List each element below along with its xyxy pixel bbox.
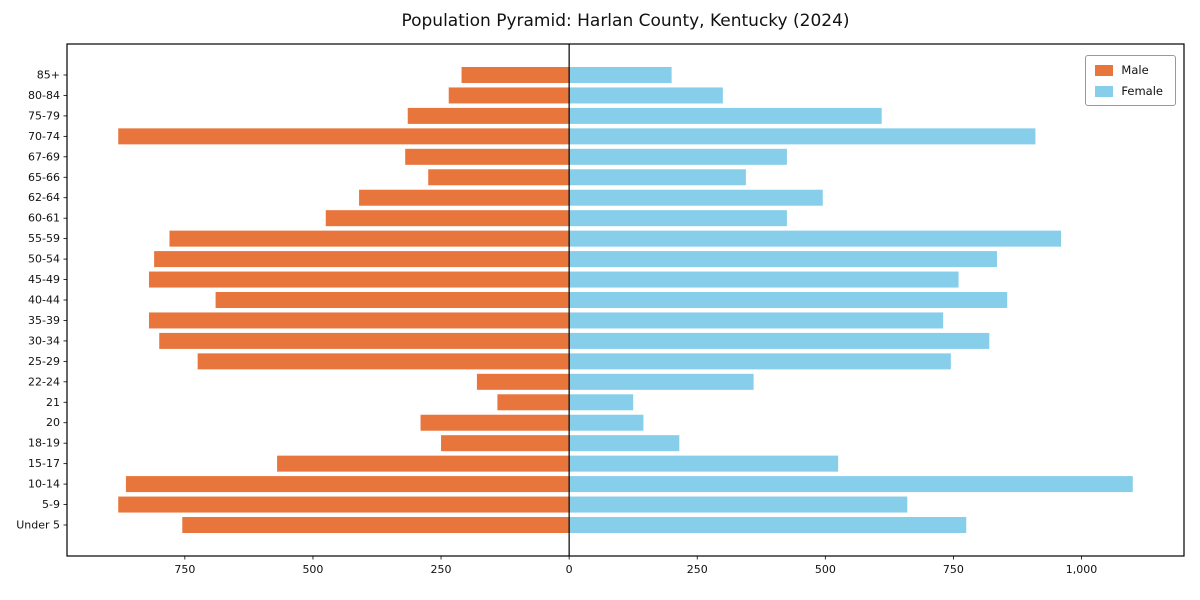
bar-male-30-34 bbox=[159, 332, 570, 349]
x-tick-label: 250 bbox=[687, 563, 708, 576]
y-tick-label: 30-34 bbox=[28, 334, 60, 347]
y-tick-label: 5-9 bbox=[42, 498, 60, 511]
chart-title: Population Pyramid: Harlan County, Kentu… bbox=[401, 11, 850, 31]
bar-male-55-59 bbox=[169, 230, 570, 247]
legend-item-female: Female bbox=[1095, 84, 1163, 98]
bar-female-80-84 bbox=[569, 87, 723, 104]
legend-label-female: Female bbox=[1121, 84, 1163, 98]
legend: Male Female bbox=[1085, 55, 1176, 106]
y-tick-label: 80-84 bbox=[28, 89, 60, 102]
axes-border bbox=[66, 43, 1185, 557]
y-tick-label: 21 bbox=[46, 396, 60, 409]
y-tick-label: 35-39 bbox=[28, 314, 60, 327]
x-tick-label: 500 bbox=[815, 563, 836, 576]
bar-male-20 bbox=[420, 414, 570, 431]
y-tick-label: 25-29 bbox=[28, 355, 60, 368]
bar-male-18-19 bbox=[441, 435, 570, 452]
bar-male-50-54 bbox=[154, 251, 570, 268]
bar-female-50-54 bbox=[569, 251, 997, 268]
bar-male-15-17 bbox=[277, 455, 570, 472]
y-tick-label: 65-66 bbox=[28, 171, 60, 184]
y-tick-label: 55-59 bbox=[28, 232, 60, 245]
x-tick-label: 500 bbox=[302, 563, 323, 576]
y-tick-label: 18-19 bbox=[28, 437, 60, 450]
bar-male-25-29 bbox=[197, 353, 570, 370]
bar-male-60-61 bbox=[325, 210, 570, 227]
y-tick-label: 50-54 bbox=[28, 253, 60, 266]
bar-male-21 bbox=[497, 394, 570, 411]
x-tick-label: 750 bbox=[943, 563, 964, 576]
bar-male-85+ bbox=[461, 67, 570, 83]
bar-female-21 bbox=[569, 394, 634, 411]
y-tick-label: 75-79 bbox=[28, 109, 60, 122]
x-tick-label: 0 bbox=[566, 563, 573, 576]
x-tick-label: 250 bbox=[431, 563, 452, 576]
bar-male-5-9 bbox=[118, 496, 570, 513]
bar-female-10-14 bbox=[569, 476, 1133, 493]
bar-female-60-61 bbox=[569, 210, 787, 227]
y-tick-label: 60-61 bbox=[28, 212, 60, 225]
bar-female-5-9 bbox=[569, 496, 908, 513]
x-tick-label: 750 bbox=[174, 563, 195, 576]
bar-male-62-64 bbox=[359, 189, 570, 206]
bar-male-22-24 bbox=[476, 373, 570, 390]
legend-item-male: Male bbox=[1095, 63, 1163, 77]
bar-female-18-19 bbox=[569, 435, 680, 452]
bar-male-35-39 bbox=[148, 312, 570, 329]
bar-male-10-14 bbox=[125, 476, 570, 493]
bar-female-67-69 bbox=[569, 148, 787, 165]
bar-male-75-79 bbox=[407, 107, 570, 124]
bar-male-70-74 bbox=[118, 128, 570, 145]
y-tick-label: 10-14 bbox=[28, 478, 60, 491]
bar-female-70-74 bbox=[569, 128, 1036, 145]
bar-female-40-44 bbox=[569, 292, 1008, 308]
y-tick-label: 40-44 bbox=[28, 294, 60, 307]
male-swatch bbox=[1095, 64, 1114, 76]
bar-female-Under 5 bbox=[569, 517, 967, 533]
bar-male-40-44 bbox=[215, 292, 570, 308]
bar-female-30-34 bbox=[569, 332, 990, 349]
bar-male-67-69 bbox=[405, 148, 570, 165]
y-tick-label: 62-64 bbox=[28, 191, 60, 204]
bar-female-35-39 bbox=[569, 312, 944, 329]
legend-label-male: Male bbox=[1121, 63, 1149, 77]
bar-male-Under 5 bbox=[182, 517, 570, 533]
y-tick-label: 67-69 bbox=[28, 150, 60, 163]
y-tick-label: 70-74 bbox=[28, 130, 60, 143]
bar-male-45-49 bbox=[148, 271, 570, 288]
female-swatch bbox=[1095, 85, 1114, 97]
bar-female-55-59 bbox=[569, 230, 1062, 247]
bar-female-25-29 bbox=[569, 353, 951, 370]
y-tick-label: 15-17 bbox=[28, 457, 60, 470]
bar-female-45-49 bbox=[569, 271, 959, 288]
y-tick-label: 85+ bbox=[37, 69, 60, 82]
bar-female-85+ bbox=[569, 67, 672, 83]
bar-female-20 bbox=[569, 414, 644, 431]
bar-female-62-64 bbox=[569, 189, 823, 206]
bar-female-22-24 bbox=[569, 373, 754, 390]
bar-male-65-66 bbox=[428, 169, 570, 186]
y-tick-label: 22-24 bbox=[28, 375, 60, 388]
y-tick-label: 20 bbox=[46, 416, 60, 429]
bar-female-75-79 bbox=[569, 107, 882, 124]
y-tick-label: 45-49 bbox=[28, 273, 60, 286]
bar-female-15-17 bbox=[569, 455, 839, 472]
bar-male-80-84 bbox=[448, 87, 570, 104]
y-tick-label: Under 5 bbox=[16, 519, 60, 532]
bar-female-65-66 bbox=[569, 169, 746, 186]
x-tick-label: 1,000 bbox=[1066, 563, 1098, 576]
